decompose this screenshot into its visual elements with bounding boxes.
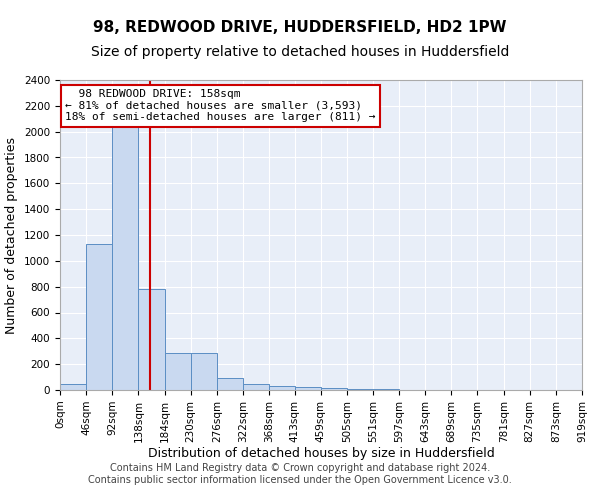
Bar [164,352,191,390]
Text: Contains HM Land Registry data © Crown copyright and database right 2024.
Contai: Contains HM Land Registry data © Crown c… [88,464,512,485]
Bar [295,388,321,390]
Text: 98, REDWOOD DRIVE, HUDDERSFIELD, HD2 1PW: 98, REDWOOD DRIVE, HUDDERSFIELD, HD2 1PW [93,20,507,35]
Bar [321,388,347,390]
Bar [269,386,295,390]
Bar [347,388,373,390]
Text: 98 REDWOOD DRIVE: 158sqm
← 81% of detached houses are smaller (3,593)
18% of sem: 98 REDWOOD DRIVE: 158sqm ← 81% of detach… [65,90,376,122]
Bar [60,384,86,390]
Bar [139,289,164,390]
Bar [243,384,269,390]
Bar [112,111,139,390]
Bar [217,378,243,390]
Y-axis label: Number of detached properties: Number of detached properties [5,136,19,334]
Bar [191,352,217,390]
Bar [86,244,112,390]
X-axis label: Distribution of detached houses by size in Huddersfield: Distribution of detached houses by size … [148,448,494,460]
Text: Size of property relative to detached houses in Huddersfield: Size of property relative to detached ho… [91,45,509,59]
